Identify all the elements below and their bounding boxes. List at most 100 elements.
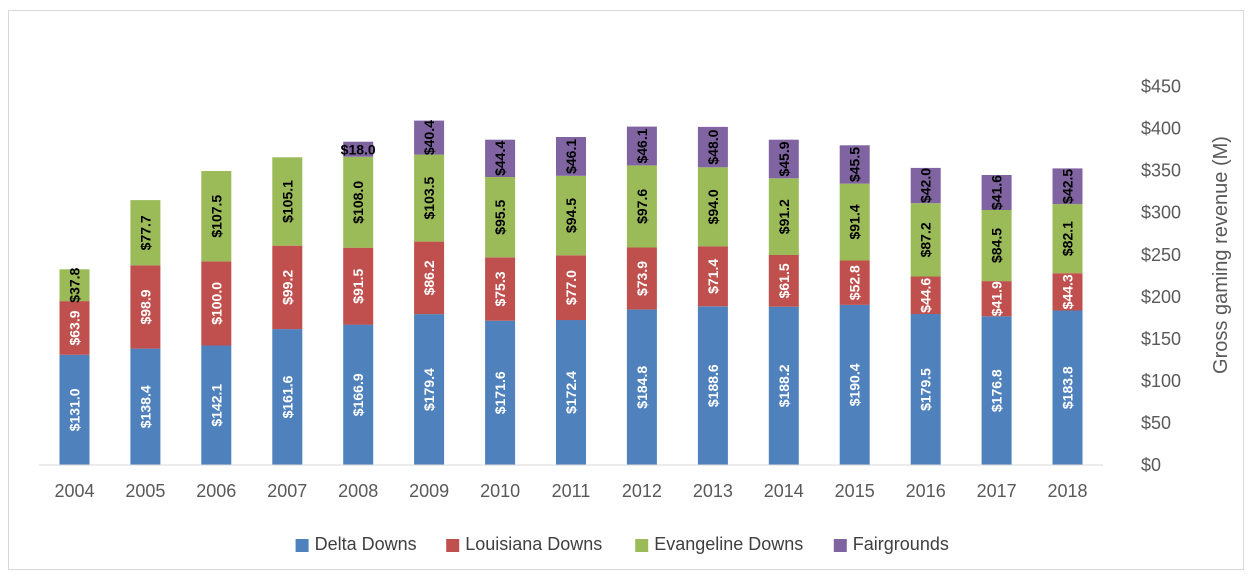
legend-swatch-evangeline-downs	[635, 539, 649, 552]
y-tick-label-350: $350	[1141, 161, 1181, 181]
data-label-delta-downs-2007: $161.6	[279, 375, 295, 418]
data-label-fairgrounds-2012: $46.1	[634, 128, 650, 163]
data-label-delta-downs-2015: $190.4	[847, 363, 863, 406]
x-tick-labels: 2004 2005 2006 2007 2008 2009 2010 2011 2012 2013…	[54, 481, 1087, 501]
data-label-fairgrounds-2018: $42.5	[1060, 169, 1076, 204]
data-label-louisiana-downs-2014: $61.5	[776, 263, 792, 298]
bar-segment-delta-downs-2018	[1052, 310, 1083, 465]
data-label-fairgrounds-2010: $44.4	[492, 141, 508, 176]
data-label-delta-downs-2005: $138.4	[137, 385, 153, 428]
data-label-evangeline-downs-2006: $107.5	[208, 195, 224, 238]
legend-swatch-fairgrounds	[833, 539, 847, 552]
data-label-louisiana-downs-2006: $100.0	[208, 282, 224, 325]
data-label-delta-downs-2014: $188.2	[776, 364, 792, 407]
bar-segment-evangeline-downs-2018	[1052, 204, 1083, 274]
legend-swatch-delta-downs	[295, 539, 309, 552]
data-label-louisiana-downs-2013: $71.4	[705, 259, 721, 294]
bar-segment-fairgrounds-2016	[910, 167, 941, 204]
bar-segment-delta-downs-2015	[839, 304, 870, 465]
bars-layer	[59, 120, 1083, 465]
x-tick-label-2017: 2017	[977, 481, 1017, 501]
data-label-evangeline-downs-2008: $108.0	[350, 181, 366, 224]
bar-segment-delta-downs-2016	[910, 314, 941, 465]
data-label-fairgrounds-2013: $48.0	[705, 129, 721, 164]
bar-segment-evangeline-downs-2014	[768, 178, 799, 255]
data-label-louisiana-downs-2010: $75.3	[492, 271, 508, 306]
bar-segment-louisiana-downs-2014	[768, 255, 799, 307]
bar-segment-delta-downs-2012	[626, 309, 657, 465]
y-axis-title: Gross gaming revenue (M)	[1210, 136, 1232, 374]
legend-label-louisiana-downs: Louisiana Downs	[465, 534, 602, 554]
data-label-fairgrounds-2009: $40.4	[421, 120, 437, 155]
bar-segment-louisiana-downs-2012	[626, 247, 657, 310]
bar-segment-delta-downs-2010	[485, 320, 516, 465]
data-label-fairgrounds-2016: $42.0	[918, 168, 934, 203]
bar-segment-louisiana-downs-2005	[130, 265, 161, 349]
data-label-evangeline-downs-2014: $91.2	[776, 199, 792, 234]
bar-segment-fairgrounds-2012	[626, 126, 657, 166]
y-tick-label-100: $100	[1141, 371, 1181, 391]
data-label-louisiana-downs-2009: $86.2	[421, 260, 437, 295]
bar-segment-fairgrounds-2010	[485, 139, 516, 177]
data-label-louisiana-downs-2007: $99.2	[279, 270, 295, 305]
x-tick-label-2005: 2005	[125, 481, 165, 501]
bar-segment-louisiana-downs-2004	[59, 301, 90, 355]
y-tick-label-0: $0	[1141, 455, 1161, 475]
bar-segment-evangeline-downs-2016	[910, 203, 941, 277]
data-label-delta-downs-2008: $166.9	[350, 373, 366, 416]
bar-segment-delta-downs-2006	[201, 345, 232, 465]
bar-segment-louisiana-downs-2010	[485, 257, 516, 321]
y-tick-labels: $0 $50 $100 $150 $200 $250 $300 $350 $400 $450	[1141, 77, 1181, 475]
bar-segment-delta-downs-2009	[414, 314, 445, 465]
data-label-evangeline-downs-2018: $82.1	[1060, 221, 1076, 256]
bar-segment-fairgrounds-2008	[343, 141, 374, 157]
data-label-louisiana-downs-2008: $91.5	[350, 268, 366, 303]
y-tick-label-150: $150	[1141, 329, 1181, 349]
bar-segment-fairgrounds-2015	[839, 145, 870, 184]
y-tick-label-250: $250	[1141, 245, 1181, 265]
bar-segment-louisiana-downs-2009	[414, 241, 445, 315]
x-tick-label-2007: 2007	[267, 481, 307, 501]
x-tick-label-2008: 2008	[338, 481, 378, 501]
data-label-evangeline-downs-2007: $105.1	[279, 180, 295, 223]
data-label-fairgrounds-2015: $45.5	[847, 147, 863, 182]
data-label-delta-downs-2013: $188.6	[705, 364, 721, 407]
data-label-fairgrounds-2014: $45.9	[776, 141, 792, 176]
legend-swatch-louisiana-downs	[446, 539, 460, 552]
data-label-fairgrounds-2017: $41.6	[989, 175, 1005, 210]
chart-frame: $131.0 $63.9 $37.8 $138.4 $98.9 $77.7 $142.1 $1…	[8, 10, 1244, 570]
bar-segment-delta-downs-2004	[59, 354, 90, 465]
bar-segment-delta-downs-2013	[697, 306, 728, 465]
data-label-evangeline-downs-2016: $87.2	[918, 222, 934, 257]
bar-segment-louisiana-downs-2008	[343, 247, 374, 325]
y-tick-label-50: $50	[1141, 413, 1171, 433]
data-label-louisiana-downs-2005: $98.9	[137, 289, 153, 324]
bar-segment-louisiana-downs-2017	[981, 281, 1012, 317]
bar-segment-delta-downs-2014	[768, 306, 799, 465]
bar-segment-fairgrounds-2014	[768, 139, 799, 179]
bar-segment-louisiana-downs-2015	[839, 260, 870, 305]
data-label-evangeline-downs-2010: $95.5	[492, 199, 508, 234]
data-label-delta-downs-2018: $183.8	[1060, 366, 1076, 409]
data-label-delta-downs-2012: $184.8	[634, 366, 650, 409]
x-tick-label-2011: 2011	[552, 481, 591, 501]
x-tick-label-2013: 2013	[693, 481, 733, 501]
bar-segment-evangeline-downs-2017	[981, 210, 1012, 282]
bar-segment-evangeline-downs-2004	[59, 269, 90, 302]
data-label-evangeline-downs-2015: $91.4	[847, 204, 863, 239]
bar-segment-delta-downs-2011	[556, 320, 586, 465]
bar-segment-fairgrounds-2017	[981, 175, 1012, 210]
legend-label-evangeline-downs: Evangeline Downs	[654, 534, 803, 554]
x-tick-label-2004: 2004	[54, 481, 94, 501]
bar-segment-evangeline-downs-2007	[272, 157, 303, 246]
data-label-louisiana-downs-2018: $44.3	[1060, 274, 1076, 309]
legend-label-delta-downs: Delta Downs	[315, 534, 417, 554]
bar-segment-fairgrounds-2018	[1052, 168, 1083, 205]
bar-segment-fairgrounds-2011	[556, 137, 586, 176]
data-label-delta-downs-2010: $171.6	[492, 371, 508, 414]
legend: Delta Downs Louisiana Downs Evangeline Dow…	[295, 534, 949, 554]
bar-segment-fairgrounds-2013	[697, 126, 728, 168]
data-label-louisiana-downs-2011: $77.0	[563, 270, 579, 305]
bar-segment-louisiana-downs-2018	[1052, 273, 1083, 311]
bar-segment-louisiana-downs-2013	[697, 246, 728, 307]
